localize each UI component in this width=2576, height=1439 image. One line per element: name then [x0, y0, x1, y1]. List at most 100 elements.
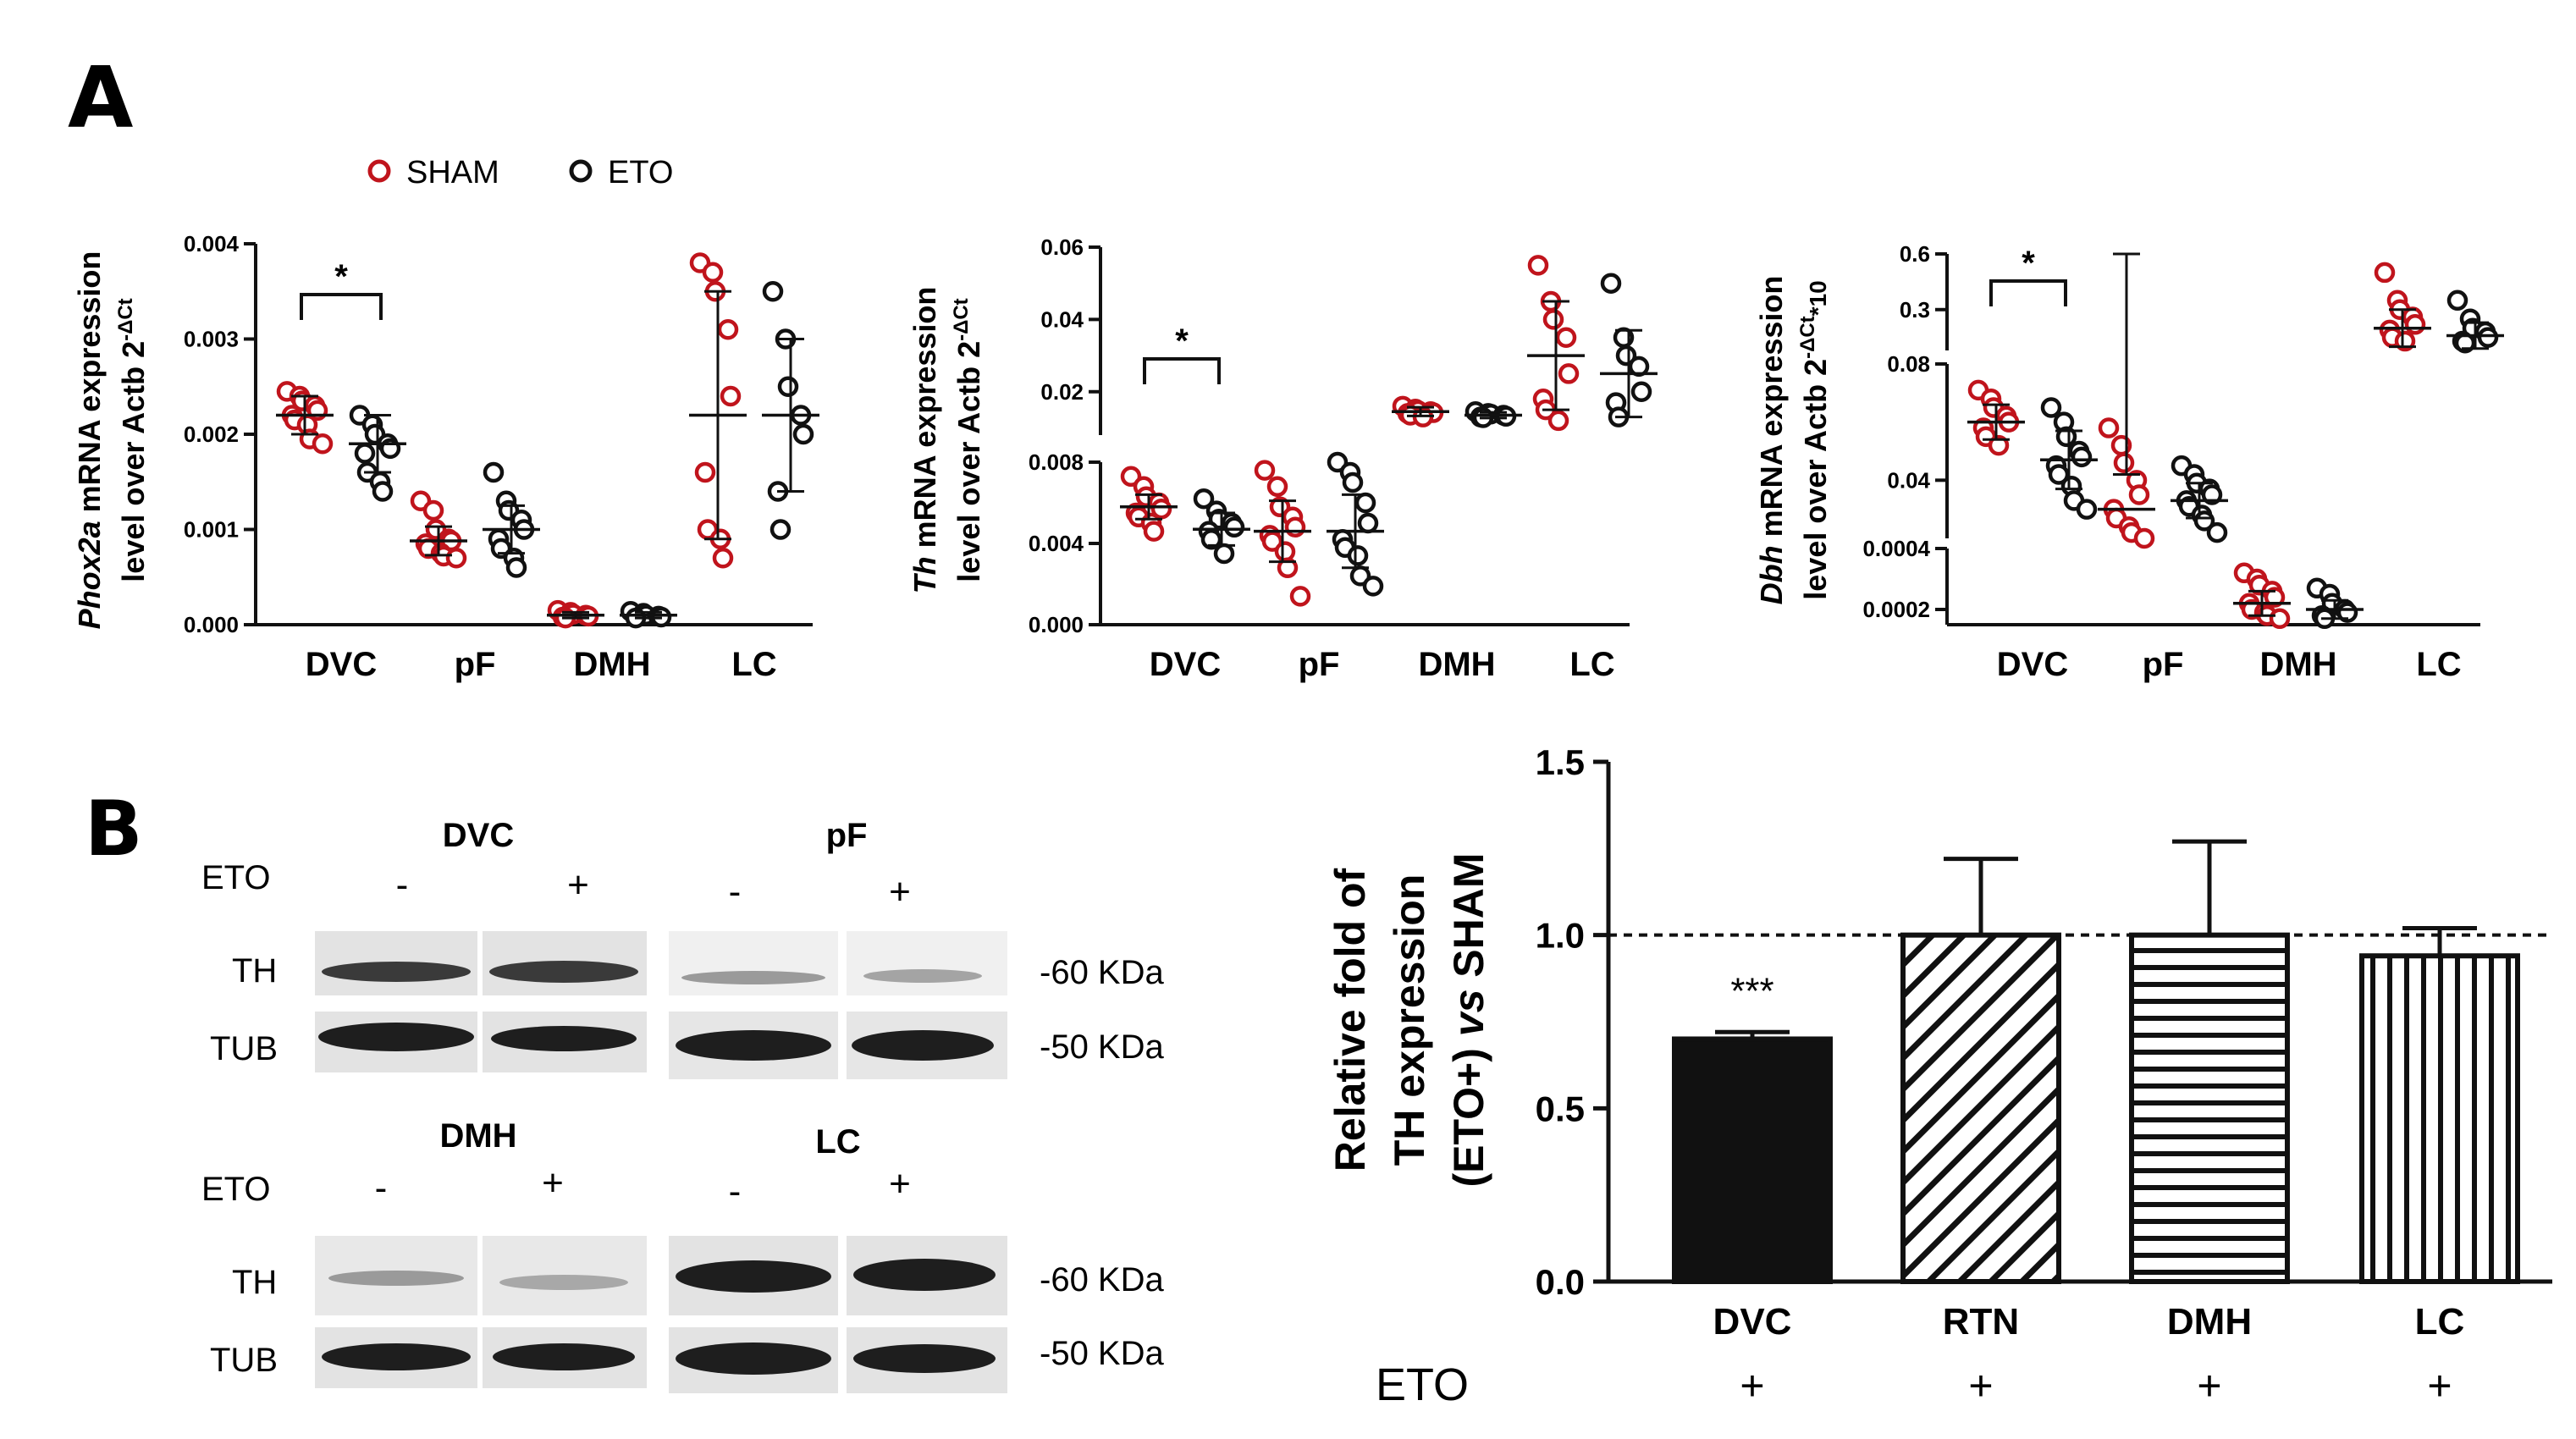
x-category-label-lc: LC — [2416, 646, 2461, 683]
y-tick-label-3: 0.003 — [184, 327, 239, 352]
band-dmh-th-minus — [328, 1271, 464, 1286]
point-eto-lc — [792, 423, 814, 445]
point-sham-pf — [1274, 541, 1296, 562]
point-eto-pf — [2206, 521, 2228, 543]
wb-row-tub-top: TUB — [210, 1030, 278, 1067]
y-axis-label-gene: Th — [907, 556, 942, 593]
dbh-scatter-chart: 0.0002 0.0004 0.04 0.08 0.3 0.6 DVC pF DMH LC * Dbh… — [1754, 241, 2504, 683]
wb-region-pf: pF — [826, 817, 868, 854]
wb-eto-label-bottom: ETO — [201, 1171, 271, 1208]
y-tick-label-2: 0.002 — [184, 422, 239, 447]
point-sham-dmh — [2269, 608, 2291, 630]
wb-row-th-bottom: TH — [232, 1264, 277, 1301]
y-tick-label-0: 0.000 — [184, 612, 239, 637]
point-sham-pf — [1289, 586, 1311, 607]
y-axis-label-line1: Relative fold of — [1327, 868, 1374, 1172]
point-eto-pf — [483, 461, 505, 483]
point-eto-pf — [2201, 484, 2223, 505]
band-lc-th-minus — [676, 1260, 831, 1293]
bar-rtn — [1900, 932, 2061, 1284]
y-tick-label-3: 0.02 — [1040, 379, 1084, 405]
point-eto-dvc — [2048, 464, 2070, 485]
point-eto-lc — [769, 519, 792, 540]
y-tick-label-0: 0.000 — [1029, 612, 1084, 637]
point-sham-lc — [717, 319, 739, 340]
panel-label-b: B — [85, 785, 143, 874]
point-sham-lc — [694, 461, 716, 483]
legend-eto-marker — [569, 159, 593, 183]
blot-pf-th-plus — [847, 931, 1007, 995]
y-axis-label-line2: level over Actb 2-ΔCt — [114, 298, 151, 582]
point-sham-lc — [2404, 314, 2426, 335]
y-axis-label-line1: Dbh mRNA expression — [1754, 276, 1789, 605]
y-axis-label-text: mRNA expression — [1754, 276, 1789, 546]
y-tick-label-2: 1.0 — [1536, 916, 1585, 956]
wb-sign-pf-minus: - — [729, 871, 742, 912]
point-sham-dvc — [1150, 498, 1172, 520]
eto-row-label: ETO — [1376, 1359, 1469, 1410]
point-eto-dvc — [354, 443, 376, 464]
point-sham-lc — [1542, 309, 1564, 330]
phox2a-scatter-chart: 0.000 0.001 0.002 0.003 0.004 DVC pF DMH LC * Phox… — [72, 231, 819, 683]
x-category-label-dmh: DMH — [1418, 646, 1495, 683]
x-category-label-dmh: DMH — [2167, 1301, 2252, 1343]
y-tick-label-0: 0.0002 — [1862, 597, 1930, 622]
th-fold-bar-chart: 0.0 0.5 1.0 1.5 DVC + RTN + DMH + LC + *** ETO Relativ… — [1327, 742, 2552, 1410]
point-sham-dmh — [2264, 587, 2286, 608]
point-sham-pf — [445, 548, 467, 569]
point-eto-dvc — [2071, 446, 2093, 468]
x-category-label-pf: pF — [1299, 646, 1340, 683]
blot-pf-th-minus — [669, 931, 838, 995]
band-dvc-tub-minus — [318, 1023, 474, 1051]
point-sham-lc — [702, 262, 724, 283]
significance-label-dvc: * — [1175, 323, 1189, 360]
point-eto-lc — [1600, 273, 1622, 294]
y-axis-label-superscript: -ΔCt — [1796, 316, 1819, 359]
band-dmh-tub-plus — [493, 1343, 635, 1370]
point-eto-lc — [1615, 345, 1637, 367]
point-eto-lc — [762, 281, 784, 302]
point-sham-pf — [2113, 452, 2135, 473]
band-dmh-tub-minus — [322, 1343, 471, 1370]
y-tick-label-3: 0.08 — [1887, 351, 1930, 377]
wb-sign-dvc-plus: + — [567, 864, 589, 906]
point-sham-lc — [1547, 410, 1569, 432]
y-axis-label-text: mRNA expression — [907, 287, 942, 557]
y-axis-label-line2: level over Actb 2-ΔCt — [950, 298, 986, 582]
y-axis-label-text: mRNA expression — [72, 251, 107, 521]
band-pf-tub-minus — [676, 1030, 831, 1061]
y-axis-label-line2-text: level over Actb 2 — [1798, 359, 1833, 600]
point-sham-pf — [1284, 516, 1306, 538]
y-tick-label-5: 0.6 — [1900, 241, 1930, 267]
wb-row-tub-bottom: TUB — [210, 1342, 278, 1379]
significance-label-dvc: *** — [1730, 970, 1773, 1012]
y-tick-label-1: 0.0004 — [1862, 536, 1930, 561]
y-axis-label-suffix: *10 — [1805, 280, 1831, 316]
y-tick-label-3: 1.5 — [1536, 742, 1585, 782]
wb-eto-label-top: ETO — [201, 859, 271, 896]
point-sham-lc — [1555, 327, 1577, 348]
point-sham-lc — [1527, 255, 1549, 276]
wb-region-dmh: DMH — [439, 1117, 516, 1155]
point-sham-lc — [2374, 262, 2396, 284]
point-eto-dvc — [2076, 499, 2098, 520]
wb-marker-60-top: -60 KDa — [1040, 954, 1164, 991]
point-eto-lc — [777, 376, 799, 397]
y-tick-label-0: 0.0 — [1536, 1262, 1585, 1302]
y-axis-label-line1: Phox2a mRNA expression — [72, 251, 107, 630]
y-axis-label-line1: Th mRNA expression — [907, 287, 942, 594]
x-category-label-pf: pF — [455, 646, 496, 683]
point-sham-pf — [1254, 460, 1276, 481]
point-sham-lc — [720, 385, 742, 407]
wb-marker-50-bottom: -50 KDa — [1040, 1335, 1164, 1372]
x-category-label-pf: pF — [2143, 646, 2184, 683]
y-axis-label-gene: Dbh — [1754, 545, 1789, 604]
eto-sign-dvc: + — [1740, 1362, 1764, 1409]
eto-sign-lc: + — [2427, 1362, 2452, 1409]
eto-sign-rtn: + — [1968, 1362, 1993, 1409]
point-eto-dvc — [1213, 543, 1235, 565]
wb-sign-lc-plus: + — [889, 1163, 911, 1205]
y-tick-label-2: 0.008 — [1029, 449, 1084, 475]
point-eto-pf — [1347, 545, 1369, 566]
